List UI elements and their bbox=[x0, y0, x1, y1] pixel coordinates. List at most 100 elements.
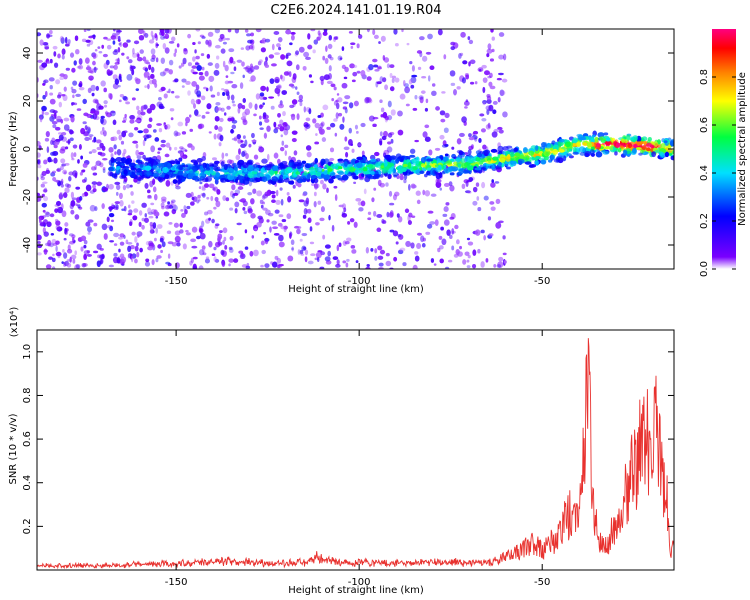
heatmap-cell bbox=[498, 54, 504, 60]
heatmap-cell bbox=[171, 36, 176, 42]
heatmap-cell bbox=[60, 37, 65, 44]
heatmap-cell bbox=[102, 158, 108, 161]
heatmap-cell bbox=[51, 238, 57, 244]
heatmap-cell bbox=[78, 86, 85, 91]
heatmap-cell bbox=[439, 258, 444, 264]
heatmap-cell bbox=[298, 94, 304, 101]
heatmap-cell bbox=[250, 198, 255, 205]
heatmap-cell bbox=[502, 252, 507, 256]
heatmap-cell bbox=[146, 134, 152, 139]
heatmap-cell bbox=[449, 70, 456, 77]
heatmap-cell bbox=[201, 66, 205, 71]
heatmap-cell bbox=[558, 149, 565, 153]
heatmap-cell bbox=[439, 134, 445, 140]
heatmap-cell bbox=[37, 252, 42, 256]
heatmap-cell bbox=[75, 203, 79, 207]
heatmap-cell bbox=[190, 238, 197, 243]
heatmap-cell bbox=[103, 62, 109, 70]
heatmap-cell bbox=[161, 199, 167, 203]
heatmap-cell bbox=[315, 222, 320, 226]
heatmap-cell bbox=[317, 30, 321, 36]
heatmap-cell bbox=[491, 36, 495, 41]
heatmap-cell bbox=[476, 196, 480, 201]
heatmap-cell bbox=[96, 243, 102, 250]
heatmap-cell bbox=[258, 59, 263, 63]
heatmap-cell bbox=[96, 103, 102, 111]
heatmap-cell bbox=[458, 132, 465, 138]
heatmap-cell bbox=[66, 42, 71, 46]
heatmap-cell bbox=[61, 49, 65, 56]
heatmap-cell bbox=[440, 226, 444, 231]
spectrogram-y-tick-label: -40 bbox=[22, 237, 33, 253]
heatmap-cell bbox=[277, 92, 280, 97]
heatmap-cell bbox=[212, 186, 219, 192]
heatmap-cell bbox=[399, 247, 406, 252]
heatmap-cell bbox=[136, 105, 140, 111]
heatmap-cell bbox=[115, 161, 122, 165]
heatmap-cell bbox=[242, 200, 248, 207]
heatmap-cell bbox=[37, 197, 41, 202]
heatmap-cell bbox=[472, 186, 478, 193]
heatmap-cell bbox=[265, 164, 272, 168]
heatmap-cell bbox=[117, 84, 121, 88]
heatmap-cell bbox=[498, 161, 502, 167]
heatmap-cell bbox=[642, 151, 649, 155]
heatmap-cell bbox=[468, 39, 474, 45]
heatmap-cell bbox=[443, 54, 447, 60]
heatmap-cell bbox=[44, 90, 48, 98]
heatmap-cell bbox=[68, 171, 74, 176]
heatmap-cell bbox=[73, 152, 77, 157]
heatmap-cell bbox=[185, 192, 192, 198]
heatmap-cell bbox=[309, 226, 313, 232]
heatmap-cell bbox=[225, 153, 229, 157]
heatmap-cell bbox=[625, 134, 631, 141]
heatmap-cell bbox=[290, 34, 295, 41]
snr-y-scale-note: (x10⁴) bbox=[9, 307, 20, 338]
heatmap-cell bbox=[229, 56, 234, 64]
heatmap-cell bbox=[174, 95, 180, 99]
heatmap-cell bbox=[137, 110, 142, 116]
heatmap-cell bbox=[151, 259, 155, 266]
heatmap-cell bbox=[220, 161, 225, 167]
heatmap-cell bbox=[179, 151, 184, 157]
heatmap-cell bbox=[114, 201, 121, 205]
heatmap-cell bbox=[271, 220, 277, 225]
heatmap-cell bbox=[381, 135, 387, 141]
heatmap-cell bbox=[166, 29, 172, 34]
heatmap-cell bbox=[558, 138, 566, 143]
heatmap-cell bbox=[348, 139, 353, 146]
heatmap-cell bbox=[621, 138, 626, 143]
heatmap-cell bbox=[322, 31, 328, 36]
heatmap-cell bbox=[190, 69, 195, 73]
heatmap-cell bbox=[182, 57, 187, 65]
heatmap-cell bbox=[103, 130, 107, 137]
heatmap-cell bbox=[175, 185, 181, 190]
heatmap-cell bbox=[582, 142, 588, 146]
heatmap-cell bbox=[39, 222, 46, 227]
heatmap-cell bbox=[173, 52, 177, 57]
heatmap-cell bbox=[486, 109, 490, 115]
heatmap-cell bbox=[226, 105, 231, 110]
heatmap-cell bbox=[114, 49, 118, 53]
heatmap-cell bbox=[663, 140, 668, 144]
heatmap-cell bbox=[110, 110, 116, 114]
heatmap-cell bbox=[242, 97, 247, 103]
heatmap-cell bbox=[277, 37, 283, 43]
heatmap-cell bbox=[67, 244, 71, 251]
heatmap-cell bbox=[60, 119, 64, 124]
heatmap-cell bbox=[620, 142, 625, 146]
spectrogram-x-tick-label: -100 bbox=[348, 276, 371, 287]
heatmap-cell bbox=[451, 230, 456, 234]
heatmap-cell bbox=[159, 176, 164, 181]
heatmap-cell bbox=[279, 125, 285, 132]
heatmap-cell bbox=[489, 58, 495, 62]
heatmap-cell bbox=[175, 175, 181, 180]
heatmap-cell bbox=[85, 184, 92, 192]
heatmap-cell bbox=[405, 103, 410, 107]
heatmap-cell bbox=[496, 77, 502, 81]
heatmap-cell bbox=[187, 173, 194, 180]
heatmap-cell bbox=[114, 151, 117, 155]
heatmap-cell bbox=[160, 31, 165, 37]
heatmap-cell bbox=[98, 51, 103, 54]
heatmap-cell bbox=[140, 105, 144, 112]
